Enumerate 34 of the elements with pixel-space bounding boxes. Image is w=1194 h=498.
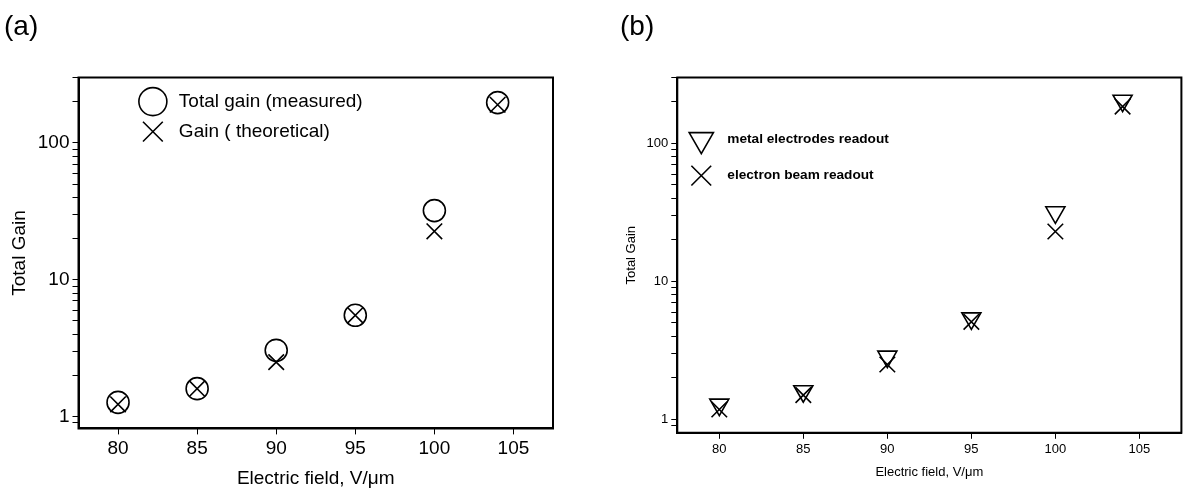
y-tick-label: 10	[653, 273, 669, 289]
x-tick-label: 85	[186, 437, 208, 459]
point	[425, 222, 443, 240]
x-tick-label: 100	[418, 437, 451, 459]
x-tick-label: 90	[265, 437, 287, 459]
legend-label: electron beam readout	[727, 167, 875, 183]
x-tick-label: 90	[880, 441, 895, 457]
y-tick-label: 10	[48, 267, 70, 289]
x-tick-label: 95	[344, 437, 366, 459]
y-tick-label: 1	[661, 411, 669, 427]
chart-title: (a)	[4, 9, 39, 41]
chart-title: (b)	[620, 9, 655, 41]
x-tick-label: 95	[964, 441, 979, 457]
x-tick-label: 105	[497, 437, 530, 459]
y-tick-label: 1	[58, 404, 70, 426]
x-tick-label: 85	[796, 441, 811, 457]
legend-label: Gain ( theoretical)	[178, 119, 330, 141]
y-tick-label: 100	[646, 135, 669, 151]
x-tick-label: 100	[1044, 441, 1067, 457]
legend-label: Total gain (measured)	[178, 89, 363, 111]
x-axis-title: Electric field, V/μm	[236, 466, 395, 488]
point	[264, 338, 289, 363]
y-axis-title: Total Gain	[7, 210, 29, 296]
x-axis-title: Electric field, V/μm	[875, 463, 984, 479]
point	[267, 353, 285, 371]
y-tick-label: 100	[37, 131, 70, 153]
point	[422, 198, 447, 223]
point	[106, 390, 130, 415]
legend-label: metal electrodes readout	[727, 131, 890, 147]
x-tick-label: 105	[1128, 441, 1151, 457]
point	[485, 90, 510, 115]
x-tick-label: 80	[107, 437, 129, 459]
y-axis-title: Total Gain	[623, 225, 639, 285]
x-tick-label: 80	[712, 441, 727, 457]
